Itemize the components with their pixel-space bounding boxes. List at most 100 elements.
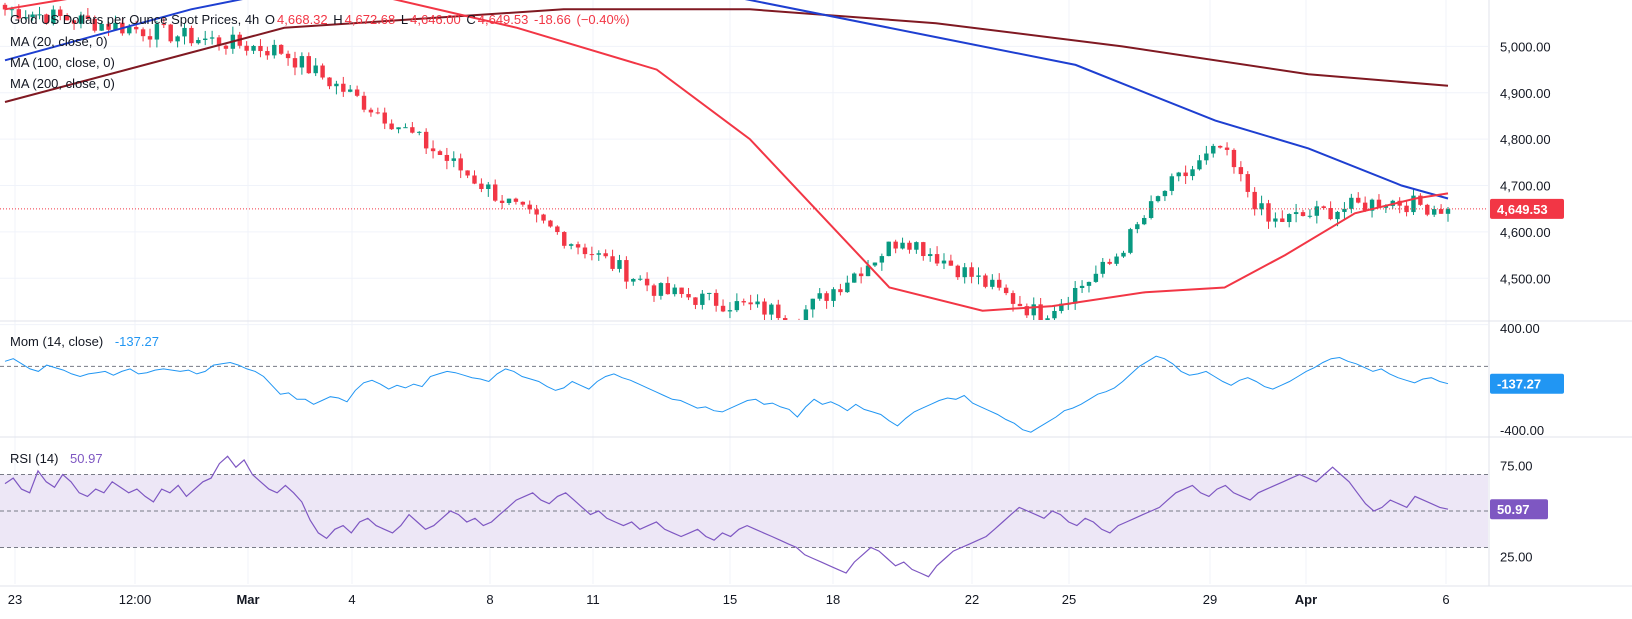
candle-body <box>23 17 28 19</box>
candle-body <box>313 65 318 74</box>
mom-legend[interactable]: Mom (14, close) -137.27 <box>10 334 161 349</box>
candle-body <box>955 265 960 278</box>
candle <box>1017 295 1023 307</box>
time-tick-label: 23 <box>8 592 22 607</box>
candle <box>845 275 850 293</box>
candle-body <box>782 318 788 320</box>
candle-body <box>1072 287 1078 304</box>
mom-tick-label: -400.00 <box>1500 423 1544 438</box>
candle <box>562 231 567 249</box>
rsi-tick-label: 25.00 <box>1500 550 1533 565</box>
candle-body <box>762 301 767 315</box>
candle-body <box>562 232 567 246</box>
candle <box>113 15 118 31</box>
candle-body <box>644 278 650 286</box>
candle-body <box>9 9 15 11</box>
ma20-line <box>4 0 1449 312</box>
candle <box>458 153 463 179</box>
candle <box>1114 253 1119 266</box>
candle <box>64 13 70 21</box>
candle <box>865 260 871 277</box>
time-tick-label: 8 <box>486 592 493 607</box>
candle-body <box>589 254 595 256</box>
candle-body <box>707 292 712 294</box>
rsi-value-tag <box>1490 499 1548 520</box>
candle <box>810 298 816 318</box>
candle <box>527 200 532 214</box>
candle <box>568 243 574 250</box>
candle-body <box>541 214 546 221</box>
candle <box>1135 221 1140 234</box>
candle <box>1031 297 1036 320</box>
candle <box>140 27 146 42</box>
candle <box>886 241 891 257</box>
candle <box>948 254 954 266</box>
candle-body <box>596 253 601 255</box>
candle-body <box>1404 205 1409 213</box>
candle <box>410 122 415 134</box>
candle <box>1121 250 1126 258</box>
candle-body <box>44 14 49 24</box>
candle <box>914 241 919 254</box>
price-tick-label: 4,600.00 <box>1500 225 1551 240</box>
candle-body <box>1418 195 1423 205</box>
candle <box>299 52 305 75</box>
candle-body <box>748 302 753 305</box>
candle <box>1100 257 1105 278</box>
candle <box>292 51 298 76</box>
candle <box>161 17 166 28</box>
candle-body <box>389 123 394 130</box>
candle-body <box>1128 229 1133 253</box>
time-tick-label: 6 <box>1442 592 1449 607</box>
candle <box>962 263 967 284</box>
candle-body <box>278 44 284 54</box>
candle <box>147 28 153 48</box>
candle-body <box>341 83 346 92</box>
candle <box>1183 165 1188 185</box>
candle-body <box>1307 215 1313 217</box>
ma100-legend[interactable]: MA (100, close, 0) <box>10 55 115 70</box>
candle-body <box>1093 273 1099 282</box>
ma200-legend[interactable]: MA (200, close, 0) <box>10 76 115 91</box>
candle <box>313 58 318 77</box>
candle <box>423 128 429 155</box>
time-tick-label: 25 <box>1062 592 1076 607</box>
candle <box>838 283 843 296</box>
candle <box>1252 187 1257 216</box>
candle <box>133 20 139 34</box>
candle-body <box>1314 206 1320 216</box>
candle-body <box>651 285 657 296</box>
candle-body <box>92 18 97 31</box>
candle-body <box>196 39 201 44</box>
candle <box>631 278 636 286</box>
candle-body <box>1176 172 1181 177</box>
candle-body <box>410 127 415 133</box>
candle <box>1169 173 1175 196</box>
candle <box>465 170 470 179</box>
mom-value-tag-label: -137.27 <box>1497 377 1541 392</box>
high-value: 4,672.68 <box>344 12 396 27</box>
candle-body <box>1376 199 1382 208</box>
candle-body <box>175 36 180 42</box>
candle <box>713 289 719 312</box>
candle-body <box>555 226 560 233</box>
candle <box>71 19 77 30</box>
candle-body <box>299 56 305 68</box>
candle <box>879 253 885 271</box>
candle-body <box>1211 145 1216 154</box>
ma20-legend[interactable]: MA (20, close, 0) <box>10 34 108 49</box>
price-tick-label: 4,500.00 <box>1500 271 1551 286</box>
time-tick-label: 4 <box>348 592 355 607</box>
candle <box>1148 195 1154 220</box>
candle-body <box>140 29 146 37</box>
candle <box>1224 142 1230 156</box>
candle-body <box>99 23 104 31</box>
candle-body <box>382 112 387 124</box>
candle <box>1176 171 1181 182</box>
rsi-legend[interactable]: RSI (14) 50.97 <box>10 451 105 466</box>
candle-body <box>209 37 215 39</box>
candle <box>154 20 160 48</box>
candle <box>58 6 63 21</box>
candle <box>1342 202 1347 219</box>
